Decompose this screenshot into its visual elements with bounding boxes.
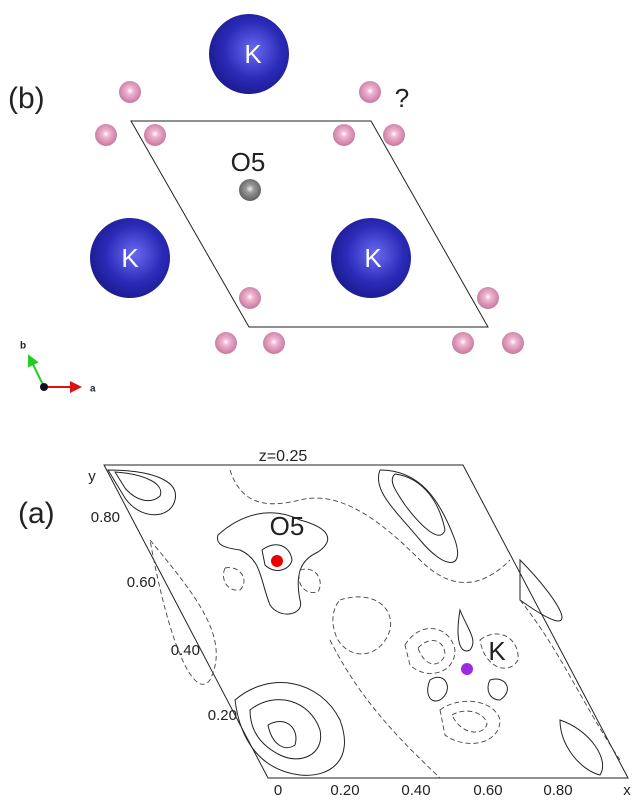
x-tick-label: 0.40: [401, 782, 430, 799]
k-label: K: [488, 636, 506, 666]
y-tick-label: 0.80: [91, 509, 120, 526]
question-mark: ?: [395, 83, 409, 113]
axis-label: b: [20, 341, 26, 352]
panel-label: (b): [8, 82, 45, 115]
x-tick-label: 0.20: [330, 782, 359, 799]
atom-label: K: [244, 39, 262, 69]
o5-label: O5: [270, 511, 305, 541]
y-tick-label: 0.20: [208, 707, 237, 724]
panel-a: (a) z=0.25 O5 K y x 0.80 0.60 0.40 0.: [18, 448, 631, 799]
y-tick-label: 0.40: [171, 642, 200, 659]
axis-label: y: [88, 468, 96, 485]
map-title: z=0.25: [259, 448, 308, 465]
axis-label: x: [623, 782, 631, 799]
panel-b: (b) K K K O5 ? b a: [8, 14, 524, 395]
panel-label: (a): [18, 497, 55, 530]
x-tick-label: 0.60: [473, 782, 502, 799]
contours: [107, 469, 621, 779]
k-atom: [209, 14, 289, 94]
k-marker: [461, 663, 473, 675]
unit-cell: [130, 120, 489, 328]
o5-atom: [239, 179, 261, 201]
o5-marker: [271, 555, 283, 567]
x-tick-label: 0: [274, 782, 282, 799]
o5-label: O5: [231, 147, 266, 177]
k-atom: [331, 218, 411, 298]
axis-origin: [40, 383, 48, 391]
x-tick-label: 0.80: [543, 782, 572, 799]
axis-label: a: [90, 384, 96, 395]
k-atom: [90, 218, 170, 298]
y-tick-label: 0.60: [127, 574, 156, 591]
map-frame: [103, 464, 629, 779]
atom-label: K: [364, 243, 382, 273]
axis-arrow: [27, 354, 45, 388]
atom-label: K: [121, 243, 139, 273]
pink-atoms: [95, 81, 524, 354]
